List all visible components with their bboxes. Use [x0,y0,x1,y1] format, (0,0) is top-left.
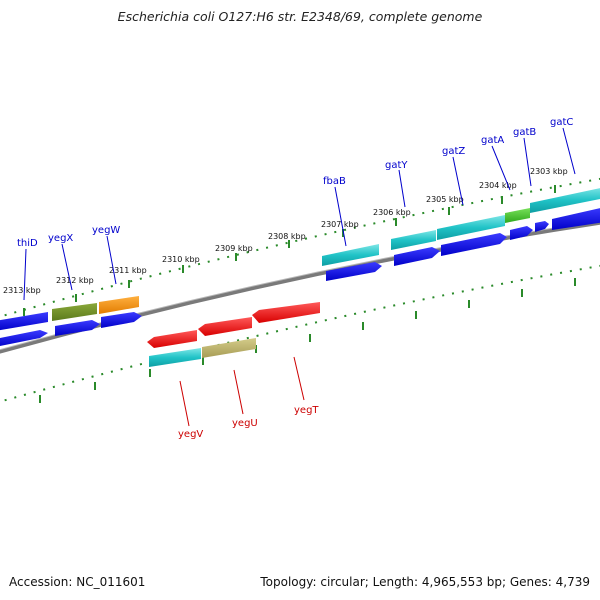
gene-label-gatY: gatY [385,160,408,171]
gene-arrow-gatZ [441,233,507,256]
kbp-label: 2309 kbp [215,244,253,253]
forward-gene-arrows [0,208,600,346]
kbp-label: 2304 kbp [479,181,517,190]
gene-label-fbaB: fbaB [323,176,346,187]
forward-gene-labels: thiD yegX yegW fbaB gatY gatZ gatA gatB … [17,117,573,249]
gene-arrow-gatC [552,208,600,230]
genome-backbone [0,220,600,354]
reverse-category-bars [149,338,256,367]
gene-label-yegT: yegT [294,405,319,416]
gene-arrow-gatB [535,221,549,232]
kbp-label: 2312 kbp [56,276,94,285]
gene-label-gatB: gatB [513,127,536,138]
upper-major-ticks [23,185,556,316]
gene-label-gatC: gatC [550,117,573,128]
gene-bar-yegX-category [52,303,97,321]
gene-arrow-yegU [198,317,252,336]
gene-label-gatZ: gatZ [442,146,465,157]
gene-arrow-gatY [394,247,440,266]
gene-arrow-gatA [510,226,533,240]
kbp-label: 2305 kbp [426,195,464,204]
gene-arrow-thiD [0,330,48,346]
kbp-labels: 2313 kbp 2312 kbp 2311 kbp 2310 kbp 2309… [3,167,568,295]
accession-text: Accession: NC_011601 [9,575,146,589]
kbp-label: 2306 kbp [373,208,411,217]
gene-arrow-yegT [252,302,320,323]
gene-bar-yegV-category [149,348,201,367]
kbp-label: 2308 kbp [268,232,306,241]
reverse-gene-labels: yegV yegU yegT [178,405,319,440]
lower-major-ticks [39,278,576,403]
genome-summary-text: Topology: circular; Length: 4,965,553 bp… [260,575,590,589]
kbp-label: 2311 kbp [109,266,147,275]
forward-label-callouts [23,127,576,301]
gene-label-thiD: thiD [17,238,38,249]
kbp-label: 2310 kbp [162,255,200,264]
gene-label-yegV: yegV [178,429,203,440]
forward-category-bars [0,188,600,331]
upper-tick-track [0,177,600,318]
map-title: Escherichia coli O127:H6 str. E2348/69, … [117,9,483,24]
gene-arrow-yegW [101,312,142,328]
gene-arrow-yegV [147,330,197,348]
kbp-label: 2307 kbp [321,220,359,229]
gene-label-yegX: yegX [48,233,73,244]
gene-bar-gatY-category [391,230,436,250]
gene-bar-gatZ-category [437,215,505,240]
reverse-gene-arrows [147,302,320,348]
gene-arrow-fbaB [326,262,382,281]
gene-label-gatA: gatA [481,135,504,146]
gene-bar-thiD-category [0,312,48,331]
gene-bar-gatC-category [530,188,600,213]
kbp-label: 2303 kbp [530,167,568,176]
gene-bar-yegU-category [202,338,256,358]
kbp-label: 2313 kbp [3,286,41,295]
gene-bar-gatA-category [505,208,530,223]
gene-bar-fbaB-category [322,244,379,266]
reverse-label-callouts [179,356,305,427]
gene-label-yegU: yegU [232,418,258,429]
gene-label-yegW: yegW [92,225,120,236]
gene-bar-yegW-category [99,296,139,314]
gene-arrow-yegX [55,320,100,336]
